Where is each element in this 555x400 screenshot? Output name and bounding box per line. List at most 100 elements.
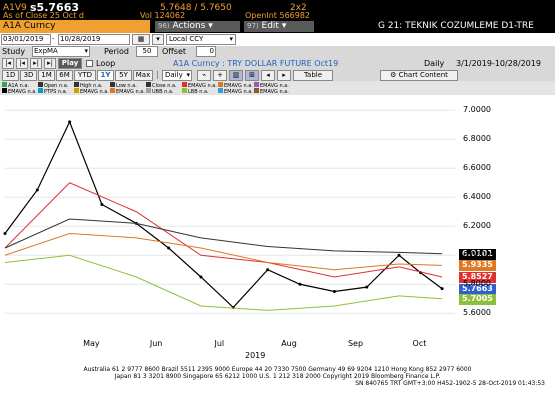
period-3d[interactable]: 3D — [20, 70, 37, 81]
period-divider: | — [156, 70, 159, 79]
legend-item-3[interactable]: Low n.a. — [110, 82, 137, 89]
frequency-label: Daily — [424, 59, 445, 68]
period-5y[interactable]: 5Y — [115, 70, 132, 81]
legend-item-5[interactable]: EMAVG n.a. — [182, 82, 217, 89]
series-line-2 — [4, 232, 443, 271]
price-tag: 5.7663 — [459, 284, 496, 296]
period-1m[interactable]: 1M — [38, 70, 55, 81]
x-tick-label: Jul — [214, 339, 225, 348]
last-price: s5.7663 — [30, 1, 79, 14]
legend-item-b-1[interactable]: PTPS n.a. — [38, 88, 67, 95]
frequency-select[interactable]: Daily ▾ — [162, 70, 192, 81]
chevron-down-icon: ▾ — [186, 71, 190, 79]
arrow-right-icon[interactable]: ▸ — [277, 70, 291, 81]
legend-label: Low n.a. — [116, 83, 137, 89]
step-end-icon[interactable]: ▸| — [44, 58, 56, 69]
data-point — [100, 203, 104, 206]
crosshair-icon[interactable]: + — [213, 70, 227, 81]
quote-header: A1V9 s5.7663 5.7648 / 5.7650 2x2 As of C… — [0, 0, 555, 20]
legend-label: EMAVG n.a. — [224, 83, 253, 89]
legend-item-7[interactable]: EMAVG n.a. — [254, 82, 289, 89]
legend-swatch — [254, 88, 259, 93]
period-input[interactable]: 50 — [136, 46, 158, 57]
line-chart-icon[interactable]: ⌁ — [197, 70, 211, 81]
period-6m[interactable]: 6M — [56, 70, 73, 81]
arrow-left-icon[interactable]: ◂ — [261, 70, 275, 81]
legend-item-b-6[interactable]: EMAVG n.a. — [218, 88, 253, 95]
legend-label: Open n.a. — [44, 83, 69, 89]
x-tick-label: Aug — [281, 339, 297, 348]
currency-select[interactable]: Local CCY ▾ — [166, 34, 236, 45]
footer-offices-1: Australia 61 2 9777 8600 Brazil 5511 239… — [83, 366, 472, 373]
y-tick-label: 5.6000 — [463, 308, 491, 318]
legend-swatch — [74, 88, 79, 93]
legend-item-b-3[interactable]: EMAVG n.a. — [110, 88, 145, 95]
loop-checkbox[interactable] — [86, 60, 93, 67]
table-button[interactable]: Table — [293, 70, 333, 81]
offset-input[interactable]: 0 — [196, 46, 216, 57]
legend-item-b-5[interactable]: LBB n.a. — [182, 88, 209, 95]
zoom-icon[interactable]: ⊞ — [245, 70, 259, 81]
legend-label: High n.a. — [80, 83, 103, 89]
legend-label: UBB n.a. — [152, 89, 174, 95]
close-label: As of Close 25 Oct d — [3, 11, 84, 20]
footer: Australia 61 2 9777 8600 Brazil 5511 239… — [0, 365, 555, 400]
period-1y[interactable]: 1Y — [97, 70, 114, 81]
data-point — [266, 268, 270, 272]
legend-item-6[interactable]: EMAVG n.a. — [218, 82, 253, 89]
data-point — [167, 246, 171, 250]
legend-item-b-4[interactable]: UBB n.a. — [146, 88, 174, 95]
calendar-icon[interactable]: ▦ — [132, 34, 150, 45]
chart-date-range: 3/1/2019-10/28/2019 — [456, 59, 541, 68]
x-tick-label: Sep — [347, 339, 364, 348]
chevron-down-icon[interactable]: ▾ — [152, 34, 164, 45]
legend-label: EMAVG n.a. — [224, 89, 253, 95]
legend-swatch — [38, 88, 43, 93]
x-tick-label: May — [83, 339, 100, 348]
y-tick-label: 6.6000 — [463, 163, 491, 173]
legend-item-4[interactable]: Close n.a. — [146, 82, 177, 89]
legend-item-0[interactable]: A1A n.a. — [2, 82, 29, 89]
chart-content-button[interactable]: ⚙ Chart Content — [380, 70, 458, 81]
step-forward-icon[interactable]: ▸| — [30, 58, 42, 69]
play-button[interactable]: Play — [58, 58, 82, 69]
ticker-code: A1V9 — [3, 3, 27, 13]
start-date-input[interactable]: 03/01/2019 — [1, 34, 51, 45]
data-point — [365, 285, 369, 289]
period-1d[interactable]: 1D — [2, 70, 19, 81]
command-bar: A1A Curncy 96) Actions ▾ 97) Edit ▾ G 21… — [0, 20, 555, 33]
legend-bar: A1A n.a. Open n.a. High n.a. Low n.a. Close … — [0, 81, 555, 95]
legend-item-2[interactable]: High n.a. — [74, 82, 103, 89]
legend-item-1[interactable]: Open n.a. — [38, 82, 68, 89]
period-ytd[interactable]: YTD — [74, 70, 96, 81]
chevron-down-icon: ▾ — [208, 21, 213, 31]
step-back-2-icon[interactable]: |◂ — [16, 58, 28, 69]
legend-label: A1A n.a. — [8, 83, 30, 89]
volume: Vol 124062 — [140, 11, 186, 20]
legend-swatch — [74, 82, 79, 87]
security-field[interactable]: A1A Curncy — [0, 20, 150, 33]
series-line-0 — [4, 120, 443, 309]
period-label: Period — [104, 47, 129, 56]
series-line-1 — [4, 182, 443, 278]
actions-menu[interactable]: 96) Actions ▾ — [155, 21, 240, 32]
legend-row-1: A1A n.a. Open n.a. High n.a. Low n.a. Close … — [2, 82, 292, 89]
page-title: G 21: TEKNIK COZUMLEME D1-TRE — [378, 21, 534, 31]
candle-icon[interactable]: ▥ — [229, 70, 243, 81]
price-chart[interactable]: 6.0101 5.9335 5.8527 5.7663 5.7005 7.0000 6.8… — [0, 95, 555, 400]
edit-menu[interactable]: 97) Edit ▾ — [244, 21, 314, 32]
chevron-down-icon: ▾ — [229, 35, 233, 43]
study-select[interactable]: ExpMA ▾ — [32, 46, 90, 57]
legend-item-b-7[interactable]: EMAVG n.a. — [254, 88, 289, 95]
chart-svg — [3, 109, 455, 314]
legend-swatch — [110, 82, 115, 87]
period-max[interactable]: Max — [133, 70, 153, 81]
end-date-input[interactable]: 10/28/2019 — [58, 34, 130, 45]
data-point — [298, 282, 302, 286]
legend-swatch — [38, 82, 43, 87]
step-back-icon[interactable]: |◂ — [2, 58, 14, 69]
data-point — [332, 290, 336, 293]
legend-item-b-0[interactable]: EMAVG n.a. — [2, 88, 37, 95]
legend-item-b-2[interactable]: EMAVG n.a. — [74, 88, 109, 95]
legend-swatch — [218, 88, 223, 93]
